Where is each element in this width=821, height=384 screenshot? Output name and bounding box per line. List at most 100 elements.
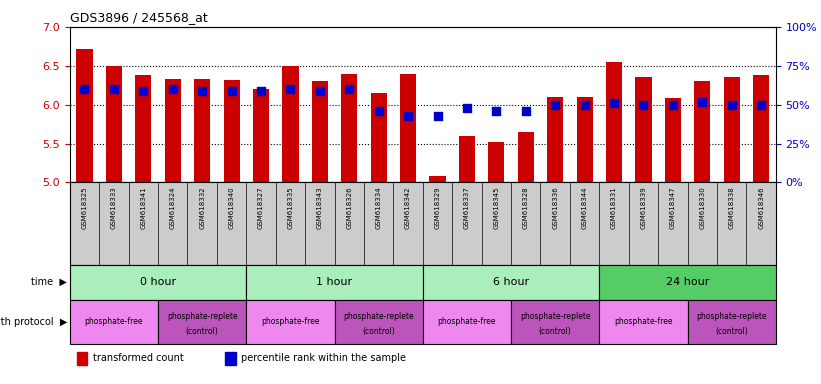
Bar: [695, 81, 710, 182]
Point: [490, 108, 503, 114]
Text: (control): (control): [715, 327, 748, 336]
Text: time  ▶: time ▶: [31, 277, 67, 287]
Text: phosphate-replete: phosphate-replete: [520, 312, 590, 321]
Text: GSM618346: GSM618346: [758, 187, 764, 229]
Bar: [70, 265, 246, 300]
Text: phosphate-free: phosphate-free: [261, 317, 319, 326]
Bar: [76, 49, 93, 182]
Text: GSM618347: GSM618347: [670, 187, 676, 229]
Text: GSM618334: GSM618334: [376, 187, 382, 229]
Text: GSM618340: GSM618340: [228, 187, 235, 229]
Bar: [665, 98, 681, 182]
Bar: [400, 73, 416, 182]
Bar: [423, 300, 511, 344]
Text: GSM618330: GSM618330: [699, 187, 705, 229]
Bar: [423, 265, 599, 300]
Bar: [282, 66, 299, 182]
Text: phosphate-replete: phosphate-replete: [167, 312, 237, 321]
Bar: [158, 300, 246, 344]
Text: GSM618337: GSM618337: [464, 187, 470, 229]
Text: GSM618342: GSM618342: [405, 187, 411, 229]
Text: GSM618343: GSM618343: [317, 187, 323, 229]
Point: [195, 88, 209, 94]
Bar: [194, 79, 210, 182]
Point: [284, 86, 297, 92]
Bar: [518, 132, 534, 182]
Bar: [599, 300, 688, 344]
Bar: [335, 300, 423, 344]
Point: [754, 101, 768, 108]
Text: 6 hour: 6 hour: [493, 277, 530, 287]
Bar: [576, 97, 593, 182]
Text: GSM618331: GSM618331: [611, 187, 617, 229]
Bar: [223, 80, 240, 182]
Point: [461, 105, 474, 111]
Text: GSM618336: GSM618336: [553, 187, 558, 229]
Bar: [488, 142, 504, 182]
Point: [608, 100, 621, 106]
Text: transformed count: transformed count: [93, 353, 184, 363]
Bar: [511, 300, 599, 344]
Text: GSM618333: GSM618333: [111, 187, 117, 229]
Bar: [723, 78, 740, 182]
Bar: [312, 81, 328, 182]
Bar: [753, 75, 769, 182]
Point: [695, 98, 709, 104]
Text: growth protocol  ▶: growth protocol ▶: [0, 316, 67, 327]
Text: phosphate-free: phosphate-free: [438, 317, 496, 326]
Bar: [135, 75, 151, 182]
Bar: [165, 79, 181, 182]
Text: GSM618344: GSM618344: [581, 187, 588, 229]
Text: GSM618339: GSM618339: [640, 187, 646, 229]
Text: GSM618341: GSM618341: [140, 187, 146, 229]
Text: phosphate-replete: phosphate-replete: [343, 312, 414, 321]
Bar: [547, 97, 563, 182]
Text: phosphate-replete: phosphate-replete: [696, 312, 767, 321]
Bar: [429, 176, 446, 182]
Bar: [253, 89, 269, 182]
Point: [637, 101, 650, 108]
Point: [78, 86, 91, 92]
Point: [519, 108, 532, 114]
Text: phosphate-free: phosphate-free: [614, 317, 672, 326]
Bar: [459, 136, 475, 182]
Text: (control): (control): [539, 327, 571, 336]
Text: (control): (control): [186, 327, 218, 336]
Point: [314, 88, 327, 94]
Text: 24 hour: 24 hour: [666, 277, 709, 287]
Text: GSM618329: GSM618329: [434, 187, 441, 229]
Text: GSM618338: GSM618338: [729, 187, 735, 229]
Bar: [70, 300, 158, 344]
Point: [667, 101, 680, 108]
Text: GSM618325: GSM618325: [81, 187, 88, 229]
Point: [137, 88, 150, 94]
Bar: [599, 265, 776, 300]
Text: GSM618332: GSM618332: [200, 187, 205, 229]
Point: [225, 88, 238, 94]
Point: [342, 86, 355, 92]
Bar: [106, 66, 122, 182]
Text: 0 hour: 0 hour: [140, 277, 177, 287]
Point: [166, 86, 179, 92]
Bar: [225, 353, 236, 365]
Bar: [246, 300, 335, 344]
Text: GSM618345: GSM618345: [493, 187, 499, 229]
Point: [725, 101, 738, 108]
Text: 1 hour: 1 hour: [316, 277, 353, 287]
Bar: [635, 78, 652, 182]
Point: [401, 113, 415, 119]
Point: [578, 101, 591, 108]
Bar: [606, 62, 622, 182]
Bar: [246, 265, 423, 300]
Point: [548, 101, 562, 108]
Text: percentile rank within the sample: percentile rank within the sample: [241, 353, 406, 363]
Bar: [342, 73, 357, 182]
Text: phosphate-free: phosphate-free: [85, 317, 143, 326]
Text: GSM618328: GSM618328: [523, 187, 529, 229]
Point: [108, 86, 121, 92]
Text: GSM618326: GSM618326: [346, 187, 352, 229]
Text: GSM618324: GSM618324: [170, 187, 176, 229]
Point: [255, 88, 268, 94]
Text: GSM618327: GSM618327: [258, 187, 264, 229]
Point: [431, 113, 444, 119]
